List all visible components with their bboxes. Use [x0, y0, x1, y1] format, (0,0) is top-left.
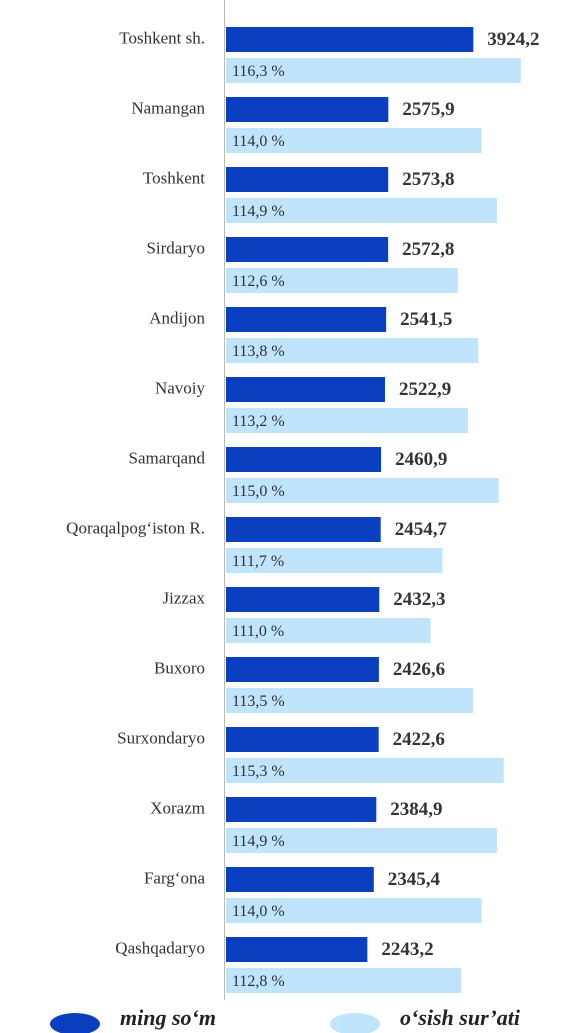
bar	[226, 657, 379, 682]
bar	[226, 937, 368, 962]
category-label: Namangan	[131, 98, 205, 117]
bar	[226, 377, 385, 402]
bar	[226, 587, 380, 612]
legend-swatch	[330, 1013, 380, 1033]
bar	[226, 447, 382, 472]
value-label: 2454,7	[395, 519, 448, 540]
category-label: Sirdaryo	[146, 238, 205, 257]
category-label: Farg‘ona	[144, 868, 206, 887]
bar	[226, 867, 374, 892]
bar	[226, 237, 389, 262]
value-label: 2426,6	[393, 659, 445, 680]
value-label: 2573,8	[402, 169, 454, 190]
value-label: 114,9 %	[232, 833, 285, 850]
bar	[226, 688, 474, 713]
bar	[226, 198, 497, 223]
value-label: 2384,9	[390, 799, 442, 820]
bar	[226, 797, 377, 822]
bar	[226, 268, 458, 293]
value-label: 2432,3	[393, 589, 445, 610]
category-label: Navoiy	[155, 378, 206, 397]
bar	[226, 27, 474, 52]
value-label: 115,3 %	[232, 763, 285, 780]
value-label: 111,7 %	[232, 553, 284, 570]
value-label: 111,0 %	[232, 623, 284, 640]
bar	[226, 758, 504, 783]
category-label: Jizzax	[163, 588, 206, 607]
bar	[226, 618, 431, 643]
bar	[226, 517, 381, 542]
bar	[226, 968, 462, 993]
value-label: 115,0 %	[232, 483, 285, 500]
bar	[226, 828, 497, 853]
value-label: 112,6 %	[232, 273, 285, 290]
value-label: 2575,9	[402, 99, 454, 120]
value-label: 2572,8	[402, 239, 454, 260]
value-label: 2460,9	[395, 449, 447, 470]
legend-label: o‘sish sur’ati	[400, 1005, 521, 1030]
value-label: 2345,4	[388, 869, 441, 890]
value-label: 2541,5	[400, 309, 452, 330]
bar	[226, 307, 387, 332]
bar	[226, 727, 379, 752]
value-label: 2243,2	[381, 939, 433, 960]
category-label: Samarqand	[129, 448, 206, 467]
category-label: Qoraqalpog‘iston R.	[66, 518, 205, 537]
bar	[226, 478, 499, 503]
bar	[226, 338, 479, 363]
legend-swatch	[50, 1013, 100, 1033]
value-label: 114,9 %	[232, 203, 285, 220]
bar	[226, 58, 521, 83]
value-label: 116,3 %	[232, 63, 285, 80]
value-label: 113,8 %	[232, 343, 285, 360]
category-label: Andijon	[149, 308, 205, 327]
value-label: 113,2 %	[232, 413, 285, 430]
value-label: 113,5 %	[232, 693, 285, 710]
legend-label: ming so‘m	[120, 1005, 216, 1030]
category-label: Buxoro	[154, 658, 205, 677]
category-label: Qashqadaryo	[115, 938, 205, 957]
value-label: 114,0 %	[232, 903, 285, 920]
category-label: Toshkent	[143, 168, 205, 187]
bar	[226, 898, 482, 923]
value-label: 114,0 %	[232, 133, 285, 150]
value-label: 3924,2	[487, 29, 539, 50]
bar	[226, 97, 389, 122]
value-label: 112,8 %	[232, 973, 285, 990]
value-label: 2522,9	[399, 379, 451, 400]
bar	[226, 167, 389, 192]
category-label: Toshkent sh.	[119, 28, 205, 47]
value-label: 2422,6	[393, 729, 445, 750]
bar	[226, 408, 468, 433]
bar	[226, 128, 482, 153]
category-label: Surxondaryo	[117, 728, 205, 747]
category-label: Xorazm	[150, 798, 205, 817]
bar	[226, 548, 443, 573]
